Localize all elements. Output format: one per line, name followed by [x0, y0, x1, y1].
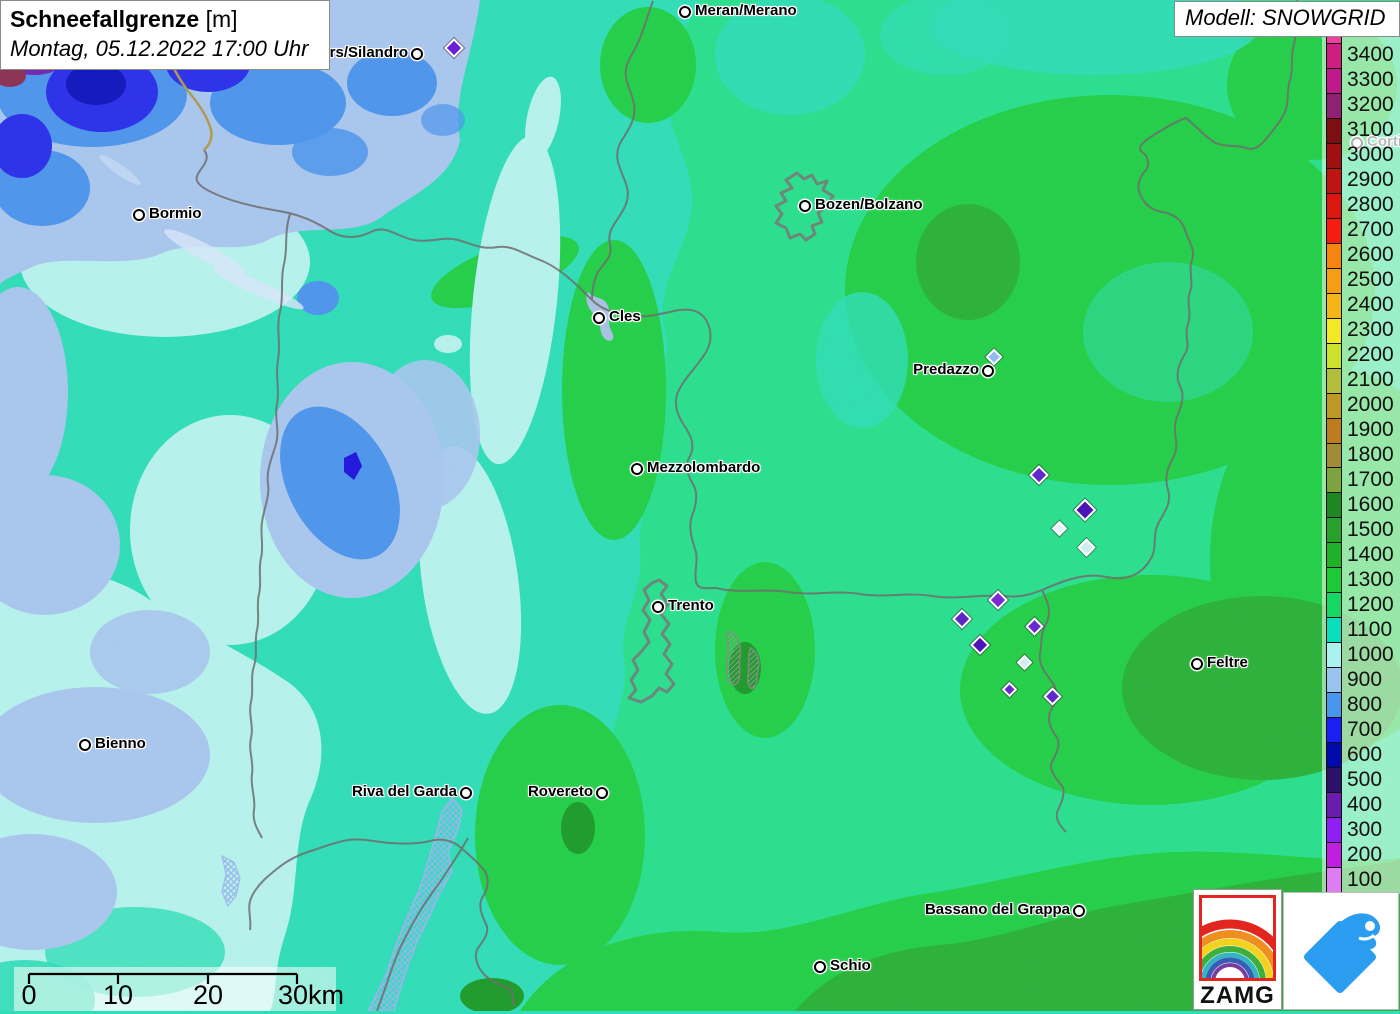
tirol-logo	[1283, 892, 1399, 1010]
scalebar-label-0: 0	[21, 980, 37, 1010]
lake-garda-hatched	[367, 796, 463, 1011]
model-box: Modell: SNOWGRID	[1174, 1, 1400, 37]
zamg-rainbow-icon	[1199, 895, 1276, 981]
title-unit: [m]	[205, 6, 238, 32]
bozen-boundary	[774, 171, 835, 242]
zamg-logo: ZAMG	[1193, 889, 1282, 1010]
border-national-tan	[165, 53, 213, 151]
scalebar-label-30km: 30km	[277, 980, 345, 1010]
tirol-eagle-icon	[1304, 913, 1381, 993]
lake-idro-hatched	[221, 854, 241, 908]
scalebar-label-20: 20	[192, 980, 224, 1010]
scalebar-label-10: 10	[102, 980, 134, 1010]
title-box: Schneefallgrenze [m] Montag, 05.12.2022 …	[0, 0, 330, 70]
scalebar: 0 10 20 30km	[14, 967, 344, 1011]
zamg-wordmark: ZAMG	[1200, 982, 1275, 1009]
scalebar-line	[27, 972, 299, 984]
map-title: Schneefallgrenze [m]	[10, 6, 320, 33]
title-parameter: Schneefallgrenze	[10, 6, 200, 32]
map-datetime: Montag, 05.12.2022 17:00 Uhr	[10, 36, 309, 61]
colorbar-background	[1322, 16, 1400, 894]
urban-areas	[726, 630, 760, 690]
